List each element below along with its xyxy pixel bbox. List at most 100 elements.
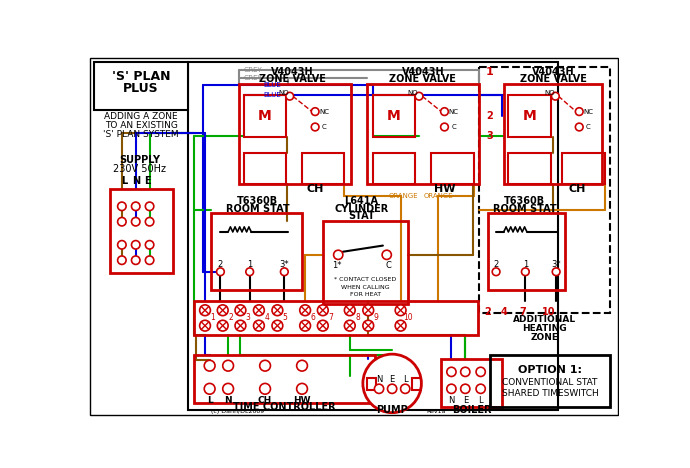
Bar	[489, 213, 565, 290]
Circle shape	[297, 360, 308, 371]
Circle shape	[575, 123, 583, 131]
Text: Rev1a: Rev1a	[427, 410, 446, 414]
Text: BOILER: BOILER	[452, 405, 491, 416]
Circle shape	[280, 268, 288, 276]
Circle shape	[146, 241, 154, 249]
Circle shape	[395, 320, 406, 331]
Circle shape	[132, 241, 140, 249]
Text: N: N	[132, 176, 140, 186]
Circle shape	[132, 218, 140, 226]
Circle shape	[441, 108, 449, 116]
Circle shape	[235, 305, 246, 315]
Text: 3: 3	[246, 314, 250, 322]
Text: 3: 3	[486, 131, 493, 141]
Text: C: C	[451, 124, 456, 130]
Text: TO AN EXISTING: TO AN EXISTING	[105, 121, 177, 130]
Text: ADDING A ZONE: ADDING A ZONE	[104, 112, 178, 121]
Text: NC: NC	[584, 109, 593, 115]
Text: HEATING: HEATING	[522, 324, 567, 333]
Circle shape	[199, 320, 210, 331]
Text: 230V 50Hz: 230V 50Hz	[113, 164, 166, 175]
Circle shape	[476, 367, 485, 376]
Circle shape	[132, 256, 140, 264]
Text: M: M	[522, 109, 536, 123]
Circle shape	[492, 268, 500, 276]
Circle shape	[395, 305, 406, 315]
Text: CH: CH	[569, 183, 586, 194]
Bar	[412, 378, 422, 390]
Circle shape	[551, 92, 559, 100]
Text: L: L	[121, 176, 127, 186]
Text: * CONTACT CLOSED: * CONTACT CLOSED	[334, 277, 396, 282]
Text: ADDITIONAL: ADDITIONAL	[513, 315, 576, 324]
Circle shape	[552, 268, 560, 276]
Text: FOR HEAT: FOR HEAT	[350, 292, 381, 297]
Circle shape	[441, 123, 449, 131]
Bar	[188, 62, 558, 410]
Text: STAT: STAT	[348, 212, 375, 221]
Text: OPTION 1:: OPTION 1:	[518, 366, 582, 375]
Text: ORANGE: ORANGE	[389, 193, 419, 199]
Text: 10: 10	[542, 307, 555, 317]
Text: NC: NC	[448, 109, 459, 115]
Text: ROOM STAT: ROOM STAT	[226, 204, 289, 213]
Circle shape	[223, 383, 233, 394]
Circle shape	[311, 108, 319, 116]
Text: CH: CH	[306, 183, 324, 194]
Bar	[195, 355, 375, 402]
Circle shape	[363, 320, 374, 331]
Circle shape	[447, 367, 456, 376]
Text: BLUE: BLUE	[264, 92, 282, 98]
Text: (c) Dann/DL2009: (c) Dann/DL2009	[211, 410, 264, 414]
Text: 2: 2	[228, 314, 233, 322]
Bar	[509, 153, 551, 184]
Circle shape	[363, 305, 374, 315]
Text: 'S' PLAN: 'S' PLAN	[112, 70, 170, 83]
Bar	[195, 301, 477, 335]
Circle shape	[217, 320, 228, 331]
Text: 10: 10	[404, 314, 413, 322]
Bar	[490, 355, 610, 407]
Text: M: M	[257, 109, 271, 123]
Bar	[366, 378, 376, 390]
Text: 2: 2	[493, 260, 499, 269]
Text: 3*: 3*	[551, 260, 561, 269]
Circle shape	[217, 305, 228, 315]
Text: WHEN CALLING: WHEN CALLING	[341, 285, 389, 290]
Text: T6360B: T6360B	[504, 196, 545, 206]
Circle shape	[272, 305, 283, 315]
Text: L641A: L641A	[344, 196, 378, 206]
Text: NO: NO	[278, 90, 289, 96]
Circle shape	[117, 218, 126, 226]
Bar	[562, 153, 604, 184]
Text: 2: 2	[218, 260, 223, 269]
Text: TIME CONTROLLER: TIME CONTROLLER	[233, 402, 335, 411]
Text: 6: 6	[310, 314, 315, 322]
Text: GREY: GREY	[244, 75, 262, 80]
Circle shape	[344, 305, 355, 315]
Text: E: E	[463, 396, 468, 405]
Circle shape	[223, 360, 233, 371]
Text: C: C	[586, 124, 591, 130]
Circle shape	[388, 384, 397, 394]
Bar	[110, 189, 172, 273]
Circle shape	[246, 268, 253, 276]
Circle shape	[146, 202, 154, 211]
Text: SUPPLY: SUPPLY	[119, 155, 160, 165]
Bar	[431, 153, 474, 184]
Circle shape	[117, 202, 126, 211]
Bar	[373, 95, 415, 137]
Text: 8: 8	[355, 314, 360, 322]
Circle shape	[146, 256, 154, 264]
Bar	[244, 153, 286, 184]
Text: CONVENTIONAL STAT: CONVENTIONAL STAT	[502, 378, 598, 387]
Text: 9: 9	[373, 314, 378, 322]
Bar	[323, 221, 408, 304]
Text: ZONE VALVE: ZONE VALVE	[389, 74, 456, 84]
Circle shape	[297, 383, 308, 394]
Text: V4043H: V4043H	[402, 66, 444, 77]
Bar	[244, 95, 286, 137]
Bar	[94, 62, 188, 110]
Circle shape	[204, 360, 215, 371]
Text: 1: 1	[486, 66, 494, 77]
